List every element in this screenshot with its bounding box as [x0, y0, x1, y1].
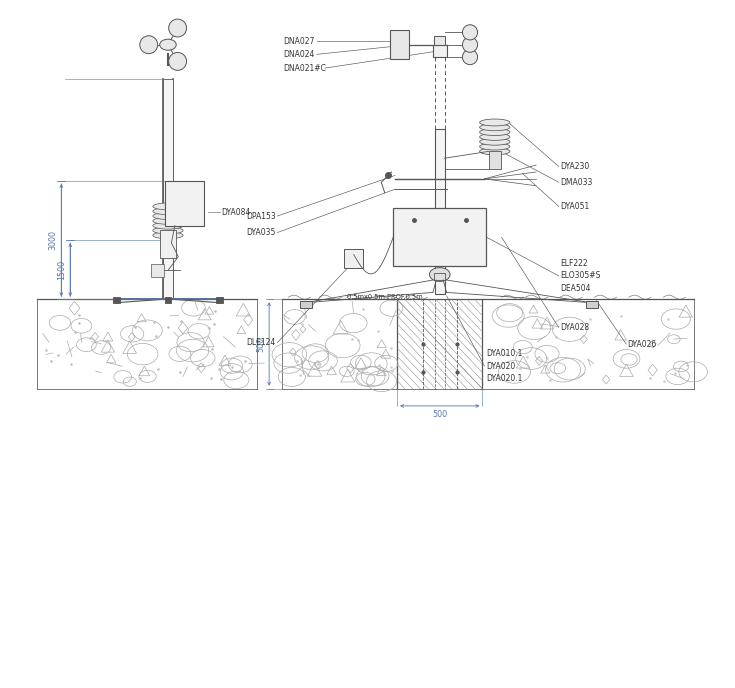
Bar [165, 297, 171, 303]
Text: 3000: 3000 [49, 230, 57, 250]
Ellipse shape [429, 268, 450, 281]
Ellipse shape [480, 138, 510, 145]
Ellipse shape [153, 208, 183, 215]
Ellipse shape [168, 52, 187, 70]
Text: ELF222: ELF222 [560, 259, 588, 268]
Bar [435, 129, 445, 294]
Text: 0,5mx0,5m PROF.0,5m: 0,5mx0,5m PROF.0,5m [347, 294, 423, 300]
Ellipse shape [462, 50, 478, 65]
Bar [151, 264, 164, 277]
Text: DMA033: DMA033 [560, 178, 592, 187]
Text: DNA024: DNA024 [284, 50, 315, 59]
Ellipse shape [153, 203, 183, 210]
Ellipse shape [159, 39, 176, 50]
Text: DYA020.1: DYA020.1 [486, 374, 522, 383]
Text: 500: 500 [432, 409, 448, 419]
Text: DNA027: DNA027 [284, 36, 315, 46]
Ellipse shape [153, 232, 183, 239]
Text: DYA051: DYA051 [560, 202, 589, 211]
Text: DYA084: DYA084 [221, 208, 250, 217]
Text: DYA035: DYA035 [247, 228, 276, 237]
Ellipse shape [480, 124, 510, 131]
Ellipse shape [462, 37, 478, 52]
Bar [390, 30, 409, 59]
Ellipse shape [480, 119, 510, 126]
Text: DNA021#C: DNA021#C [284, 63, 326, 73]
Ellipse shape [153, 213, 183, 219]
Text: DYA230: DYA230 [560, 162, 589, 171]
Text: DEA504: DEA504 [560, 284, 591, 294]
Ellipse shape [168, 19, 187, 37]
Text: DYA026: DYA026 [628, 339, 657, 349]
Ellipse shape [480, 129, 510, 136]
Bar [300, 301, 312, 308]
Text: DYA020: DYA020 [486, 361, 515, 371]
Text: DLE124: DLE124 [247, 338, 276, 347]
Bar [165, 181, 204, 226]
Bar [433, 45, 447, 57]
Bar [586, 301, 598, 308]
Ellipse shape [153, 227, 183, 234]
Bar [434, 36, 445, 53]
Bar [489, 151, 501, 169]
Bar [159, 230, 176, 258]
Bar [344, 249, 363, 268]
Ellipse shape [480, 143, 510, 150]
Text: DYA028: DYA028 [560, 323, 589, 332]
Ellipse shape [462, 25, 478, 40]
Bar [434, 273, 445, 280]
Ellipse shape [153, 217, 183, 224]
Text: DYA010.1: DYA010.1 [486, 349, 522, 358]
Bar [393, 208, 486, 266]
Ellipse shape [140, 36, 158, 54]
Text: ELO305#S: ELO305#S [560, 271, 600, 281]
Text: DPA153: DPA153 [246, 211, 276, 221]
Text: 1500: 1500 [57, 259, 67, 280]
Ellipse shape [480, 133, 510, 140]
Bar [113, 297, 120, 303]
Bar [216, 297, 223, 303]
Bar [163, 79, 173, 299]
Text: 500: 500 [257, 336, 265, 352]
Ellipse shape [480, 148, 510, 155]
Ellipse shape [153, 222, 183, 229]
